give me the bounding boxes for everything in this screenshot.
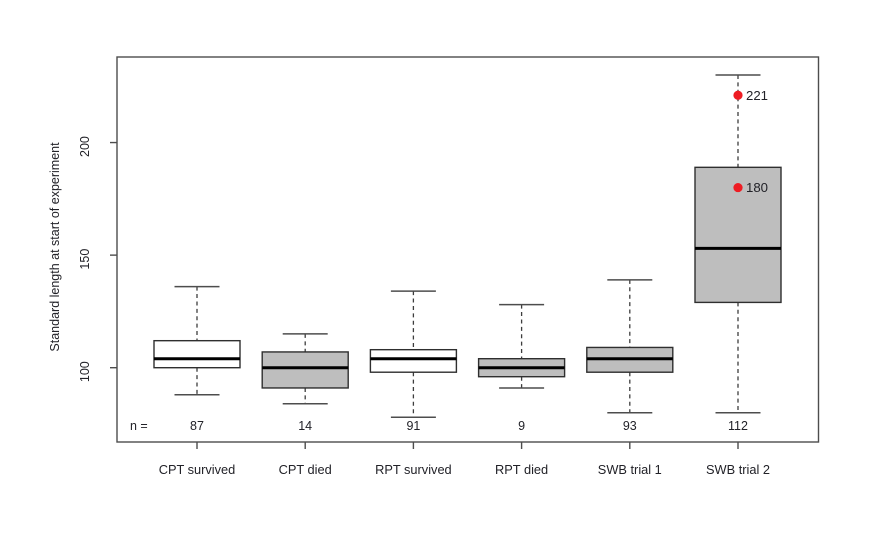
y-axis-tick-label: 150 xyxy=(78,249,92,270)
sample-size-value: 87 xyxy=(190,419,204,433)
sample-size-value: 14 xyxy=(298,419,312,433)
sample-size-value: 9 xyxy=(518,419,525,433)
sample-size-value: 93 xyxy=(623,419,637,433)
highlighted-point xyxy=(733,90,743,100)
highlighted-point xyxy=(733,182,743,193)
box-rect xyxy=(369,348,458,373)
x-axis-category-label: RPT died xyxy=(495,462,548,477)
x-axis-category-label: CPT survived xyxy=(159,462,236,477)
highlighted-point-label: 180 xyxy=(746,180,768,195)
plot-frame xyxy=(116,56,820,443)
sample-size-prefix: n = xyxy=(130,419,148,433)
sample-size-value: 112 xyxy=(728,419,748,433)
box-rect xyxy=(153,339,241,369)
y-axis-tick-label: 100 xyxy=(78,361,92,382)
sample-size-value: 91 xyxy=(406,419,420,433)
x-axis-category-label: SWB trial 1 xyxy=(598,462,662,477)
y-axis-tick-label: 200 xyxy=(78,136,92,157)
box-rect xyxy=(261,351,349,389)
x-axis-category-label: RPT survived xyxy=(375,462,452,477)
x-axis-category-label: SWB trial 2 xyxy=(706,462,770,477)
y-axis-title: Standard length at start of experiment xyxy=(48,142,62,352)
highlighted-point-label: 221 xyxy=(746,88,768,103)
x-axis-category-label: CPT died xyxy=(279,462,332,477)
